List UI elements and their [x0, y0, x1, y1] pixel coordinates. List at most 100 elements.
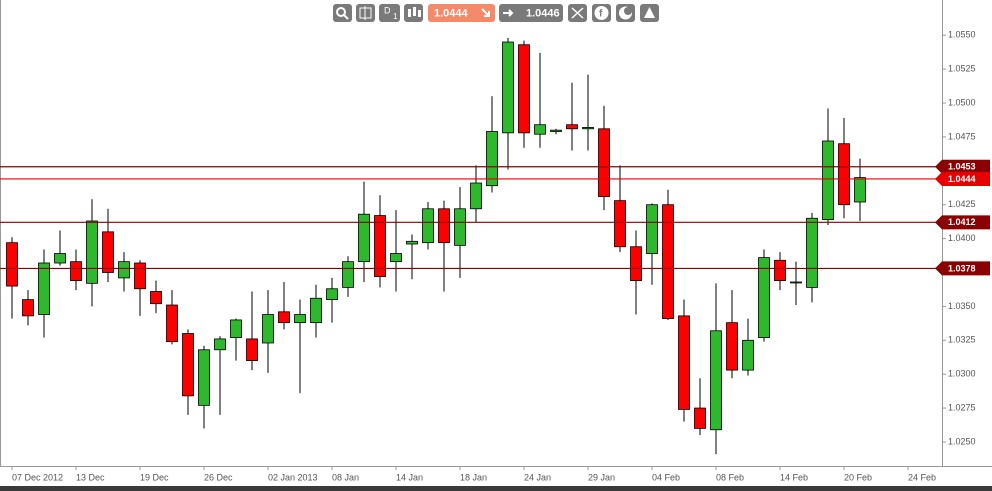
y-tick-label: 1.0425: [948, 199, 976, 209]
y-tick-label: 1.0500: [948, 97, 976, 107]
candle-body: [598, 128, 610, 197]
candle-body: [390, 253, 402, 263]
x-tick-label: 19 Dec: [140, 472, 169, 482]
price-level-tag: [935, 159, 990, 174]
y-tick-label: 1.0325: [948, 335, 976, 345]
candle-body: [134, 262, 146, 290]
candle-body: [454, 208, 466, 246]
facebook-button[interactable]: f: [592, 4, 611, 22]
candle-body: [678, 315, 690, 410]
candle-body: [182, 333, 194, 397]
price-level-tag: [935, 171, 990, 186]
price-level-label: 1.0444: [948, 174, 976, 184]
x-tick-label: 26 Dec: [204, 472, 233, 482]
candle-body: [166, 304, 178, 343]
y-tick-label: 1.0400: [948, 233, 976, 243]
x-tick-label: 20 Feb: [844, 472, 872, 482]
y-tick-label: 1.0525: [948, 64, 976, 74]
candle-body: [726, 322, 738, 371]
x-tick-label: 24 Jan: [524, 472, 551, 482]
candle-body: [358, 213, 370, 263]
price-level-tag: [935, 261, 990, 276]
candle-body: [70, 261, 82, 282]
candle-body: [438, 208, 450, 244]
x-tick-label: 24 Feb: [908, 472, 936, 482]
x-tick-label: 18 Jan: [460, 472, 487, 482]
candle-body: [534, 124, 546, 135]
svg-text:f: f: [599, 9, 603, 20]
price-level-label: 1.0453: [948, 162, 976, 172]
candle-body: [246, 338, 258, 362]
candle-body: [342, 261, 354, 288]
bottom-bar: [0, 486, 992, 491]
price-level-label: 1.0378: [948, 263, 976, 273]
candle-body: [806, 217, 818, 288]
y-tick-label: 1.0300: [948, 369, 976, 379]
theme-button[interactable]: [616, 4, 635, 22]
candle-body: [294, 314, 306, 324]
x-tick-label: 29 Jan: [588, 472, 615, 482]
buy-button[interactable]: 1.0446: [499, 4, 563, 22]
toolbar: D 1 1.0444 1.0446 f: [333, 4, 659, 22]
timeframe-button[interactable]: D 1: [379, 4, 400, 22]
settings-button[interactable]: [568, 4, 587, 22]
candle-body: [150, 291, 162, 305]
candle-body: [854, 177, 866, 203]
candle-body: [214, 338, 226, 351]
candle-body: [406, 240, 418, 245]
candle-body: [422, 208, 434, 244]
chart-type-button[interactable]: [404, 4, 423, 22]
export-button[interactable]: [640, 4, 659, 22]
candle-body: [102, 231, 114, 273]
timeframe-number: 1: [393, 12, 398, 21]
price-level-tag: [935, 215, 990, 230]
timeframe-letter: D: [384, 5, 391, 15]
candle-body: [582, 127, 594, 130]
ask-price: 1.0446: [526, 7, 560, 19]
y-tick-label: 1.0350: [948, 301, 976, 311]
candle-body: [198, 349, 210, 406]
x-tick-label: 04 Feb: [652, 472, 680, 482]
candle-body: [22, 299, 34, 317]
candle-body: [662, 204, 674, 319]
price-level-label: 1.0412: [948, 217, 976, 227]
x-tick-label: 14 Jan: [396, 472, 423, 482]
y-tick-label: 1.0275: [948, 402, 976, 412]
candle-body: [86, 220, 98, 284]
candle-body: [278, 311, 290, 324]
zoom-button[interactable]: [333, 4, 352, 22]
candle-body: [6, 242, 18, 287]
candle-body: [518, 44, 530, 134]
x-tick-label: 14 Feb: [780, 472, 808, 482]
candle-body: [230, 319, 242, 338]
candle-body: [694, 407, 706, 429]
candle-body: [646, 204, 658, 254]
candle-body: [326, 288, 338, 301]
y-tick-label: 1.0550: [948, 30, 976, 40]
x-tick-label: 07 Dec 2012: [12, 472, 63, 482]
candle-body: [550, 129, 562, 132]
candle-body: [566, 124, 578, 130]
x-tick-label: 08 Jan: [332, 472, 359, 482]
candle-body: [742, 339, 754, 371]
x-tick-label: 08 Feb: [716, 472, 744, 482]
y-tick-label: 1.0250: [948, 436, 976, 446]
candle-body: [710, 330, 722, 431]
candle-body: [502, 41, 514, 134]
candle-body: [38, 262, 50, 315]
candle-body: [54, 253, 66, 264]
candle-body: [774, 259, 786, 282]
x-tick-label: 13 Dec: [76, 472, 105, 482]
candle-body: [310, 297, 322, 324]
y-tick-label: 1.0475: [948, 131, 976, 141]
crosshair-button[interactable]: [356, 4, 375, 22]
candle-body: [118, 261, 130, 279]
sell-button[interactable]: 1.0444: [428, 4, 495, 22]
candle-body: [838, 143, 850, 206]
bid-price: 1.0444: [434, 7, 469, 19]
candle-body: [486, 131, 498, 187]
candle-body: [630, 246, 642, 282]
candle-body: [790, 281, 802, 284]
